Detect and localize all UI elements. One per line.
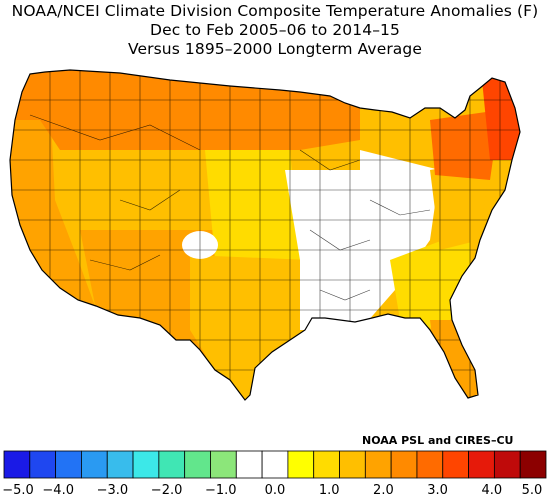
legend-swatch	[493, 450, 521, 479]
region-northern-rockies	[100, 70, 220, 150]
legend-swatch	[287, 450, 315, 479]
legend-tick-label: 1.0	[319, 483, 340, 497]
color-legend: −5.0 −4.0 −3.0 −2.0 −1.0 0.0 1.0 2.0 3.0 4.0 5.0	[2, 450, 547, 497]
region-central-plains	[205, 150, 300, 260]
legend-tick-label: −3.0	[97, 483, 129, 497]
legend-swatch	[184, 450, 211, 479]
legend-tick-label: −1.0	[205, 483, 237, 497]
legend-swatch	[442, 450, 469, 479]
legend-swatch	[29, 450, 57, 479]
title-line-1: NOAA/NCEI Climate Division Composite Tem…	[11, 2, 539, 20]
title-line-2: Dec to Feb 2005–06 to 2014–15	[150, 21, 400, 39]
legend-swatch	[519, 450, 547, 479]
region-mid-atlantic	[430, 160, 490, 250]
legend-swatch	[81, 450, 108, 479]
legend-swatch	[261, 450, 289, 479]
credit-label: NOAA PSL and CIRES–CU	[362, 434, 514, 447]
legend-ticks: −5.0 −4.0 −3.0 −2.0 −1.0 0.0 1.0 2.0 3.0 4.0 5.0	[2, 483, 542, 497]
legend-tick-label: 3.0	[427, 483, 448, 497]
map-title: NOAA/NCEI Climate Division Composite Tem…	[0, 2, 550, 59]
legend-tick-label: 5.0	[522, 483, 543, 497]
legend-tick-label: −2.0	[151, 483, 183, 497]
map-fill-layer	[10, 70, 520, 400]
legend-swatch	[339, 450, 366, 479]
legend-swatch	[158, 450, 186, 479]
legend-tick-label: 2.0	[373, 483, 394, 497]
legend-swatch	[210, 450, 237, 479]
legend-swatch	[132, 450, 160, 479]
legend-swatch	[313, 450, 340, 479]
region-northern-plains	[205, 70, 300, 150]
legend-swatch	[364, 450, 392, 479]
title-line-3: Versus 1895–2000 Longterm Average	[128, 40, 422, 58]
legend-tick-label: 4.0	[481, 483, 502, 497]
legend-swatch	[468, 450, 495, 479]
legend-swatch	[416, 450, 444, 479]
region-pacific-northwest	[10, 70, 120, 150]
legend-swatch	[235, 450, 263, 479]
legend-swatch	[55, 450, 82, 479]
legend-tick-label: 0.0	[265, 483, 286, 497]
legend-swatch	[390, 450, 418, 479]
legend-swatch	[106, 450, 134, 479]
legend-swatch	[3, 450, 31, 479]
region-northeast	[430, 110, 500, 180]
division-lines	[10, 70, 520, 400]
region-florida	[430, 320, 480, 400]
legend-tick-label: −5.0	[2, 483, 34, 497]
legend-tick-label: −4.0	[42, 483, 74, 497]
legend-swatches	[3, 450, 547, 479]
region-texas	[190, 255, 310, 400]
